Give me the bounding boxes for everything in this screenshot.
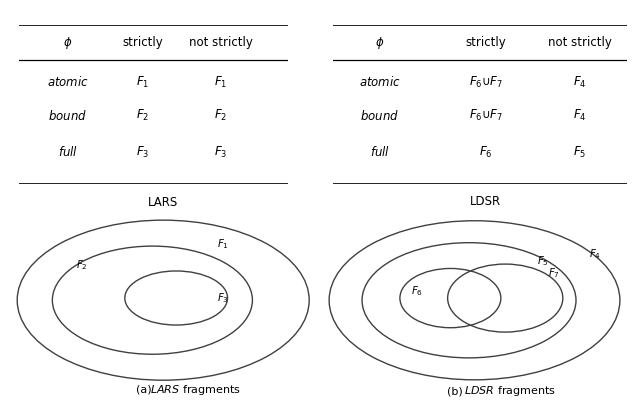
Text: (a): (a)	[136, 385, 152, 395]
Text: $\mathit{full}$: $\mathit{full}$	[370, 145, 390, 159]
Text: $F_7$: $F_7$	[548, 266, 559, 280]
Text: $\mathit{atomic}$: $\mathit{atomic}$	[359, 75, 401, 89]
Text: $F_4$: $F_4$	[573, 108, 587, 123]
Text: $F_2$: $F_2$	[136, 108, 150, 123]
Text: $\mathit{LARS}$ fragments: $\mathit{LARS}$ fragments	[150, 383, 241, 397]
Text: $\mathit{atomic}$: $\mathit{atomic}$	[47, 75, 88, 89]
Text: $\mathit{bound}$: $\mathit{bound}$	[360, 109, 399, 122]
Text: $F_4$: $F_4$	[573, 75, 587, 90]
Text: $F_2$: $F_2$	[214, 108, 227, 123]
Text: $F_5$: $F_5$	[573, 145, 587, 160]
Text: not strictly: not strictly	[548, 36, 612, 49]
Text: $\mathit{bound}$: $\mathit{bound}$	[48, 109, 87, 122]
Text: $F_6$: $F_6$	[479, 145, 493, 160]
Text: $F_3$: $F_3$	[217, 291, 228, 305]
Text: strictly: strictly	[465, 36, 506, 49]
Text: $F_3$: $F_3$	[214, 145, 227, 160]
Text: not strictly: not strictly	[189, 36, 253, 49]
Text: $F_1$: $F_1$	[136, 75, 150, 90]
Text: LDSR: LDSR	[470, 195, 501, 208]
Text: $F_3$: $F_3$	[136, 145, 150, 160]
Text: $F_1$: $F_1$	[217, 237, 228, 251]
Text: $F_5$: $F_5$	[536, 254, 548, 268]
Text: $\phi$: $\phi$	[375, 35, 385, 51]
Text: $F_6$: $F_6$	[412, 285, 424, 298]
Text: $F_6{\cup}F_7$: $F_6{\cup}F_7$	[468, 108, 503, 123]
Text: $F_2$: $F_2$	[76, 259, 88, 273]
Text: $\mathit{full}$: $\mathit{full}$	[58, 145, 77, 159]
Text: $\phi$: $\phi$	[63, 35, 72, 51]
Text: $\mathit{LDSR}$ fragments: $\mathit{LDSR}$ fragments	[464, 384, 556, 398]
Text: $F_1$: $F_1$	[214, 75, 227, 90]
Text: $F_4$: $F_4$	[589, 247, 601, 261]
Text: (b): (b)	[447, 386, 463, 396]
Text: $F_6{\cup}F_7$: $F_6{\cup}F_7$	[468, 75, 503, 90]
Text: LARS: LARS	[148, 196, 179, 209]
Text: strictly: strictly	[122, 36, 163, 49]
